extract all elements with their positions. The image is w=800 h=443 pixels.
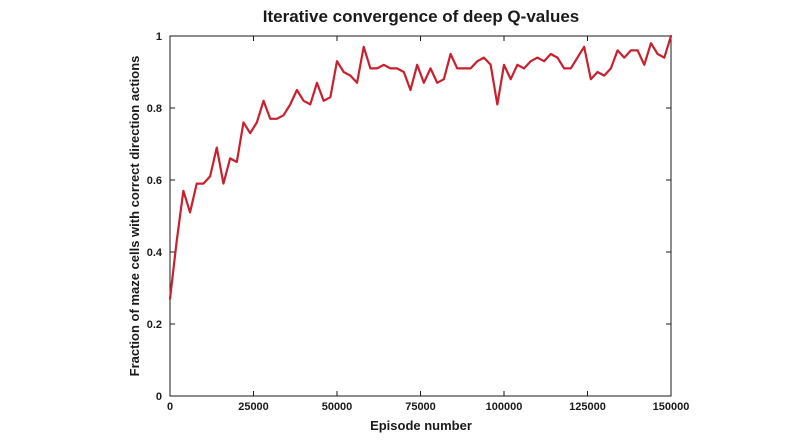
y-axis-label: Fraction of maze cells with correct dire… xyxy=(127,56,142,377)
x-tick-label: 75000 xyxy=(405,401,436,413)
series-line xyxy=(168,34,673,300)
y-tick-label: 0.6 xyxy=(147,175,162,187)
x-tick-label: 25000 xyxy=(238,401,269,413)
y-tick-label: 1 xyxy=(156,31,162,43)
x-tick-label: 150000 xyxy=(653,401,690,413)
x-tick-label: 100000 xyxy=(486,401,523,413)
x-axis-label: Episode number xyxy=(370,418,472,433)
y-tick-label: 0.4 xyxy=(147,247,163,259)
y-tick-label: 0 xyxy=(156,391,162,403)
series-layer xyxy=(168,34,673,300)
plot-area-frame xyxy=(169,35,672,397)
x-tick-label: 125000 xyxy=(569,401,606,413)
x-tick-label: 50000 xyxy=(322,401,353,413)
chart-title: Iterative convergence of deep Q-values xyxy=(263,7,580,26)
y-tick-label: 0.8 xyxy=(147,103,162,115)
axis-ticks: 0 25000 50000 75000 100000 125000 150000 0 0.2 0.… xyxy=(147,31,690,413)
x-tick-label: 0 xyxy=(167,401,173,413)
y-tick-label: 0.2 xyxy=(147,319,162,331)
